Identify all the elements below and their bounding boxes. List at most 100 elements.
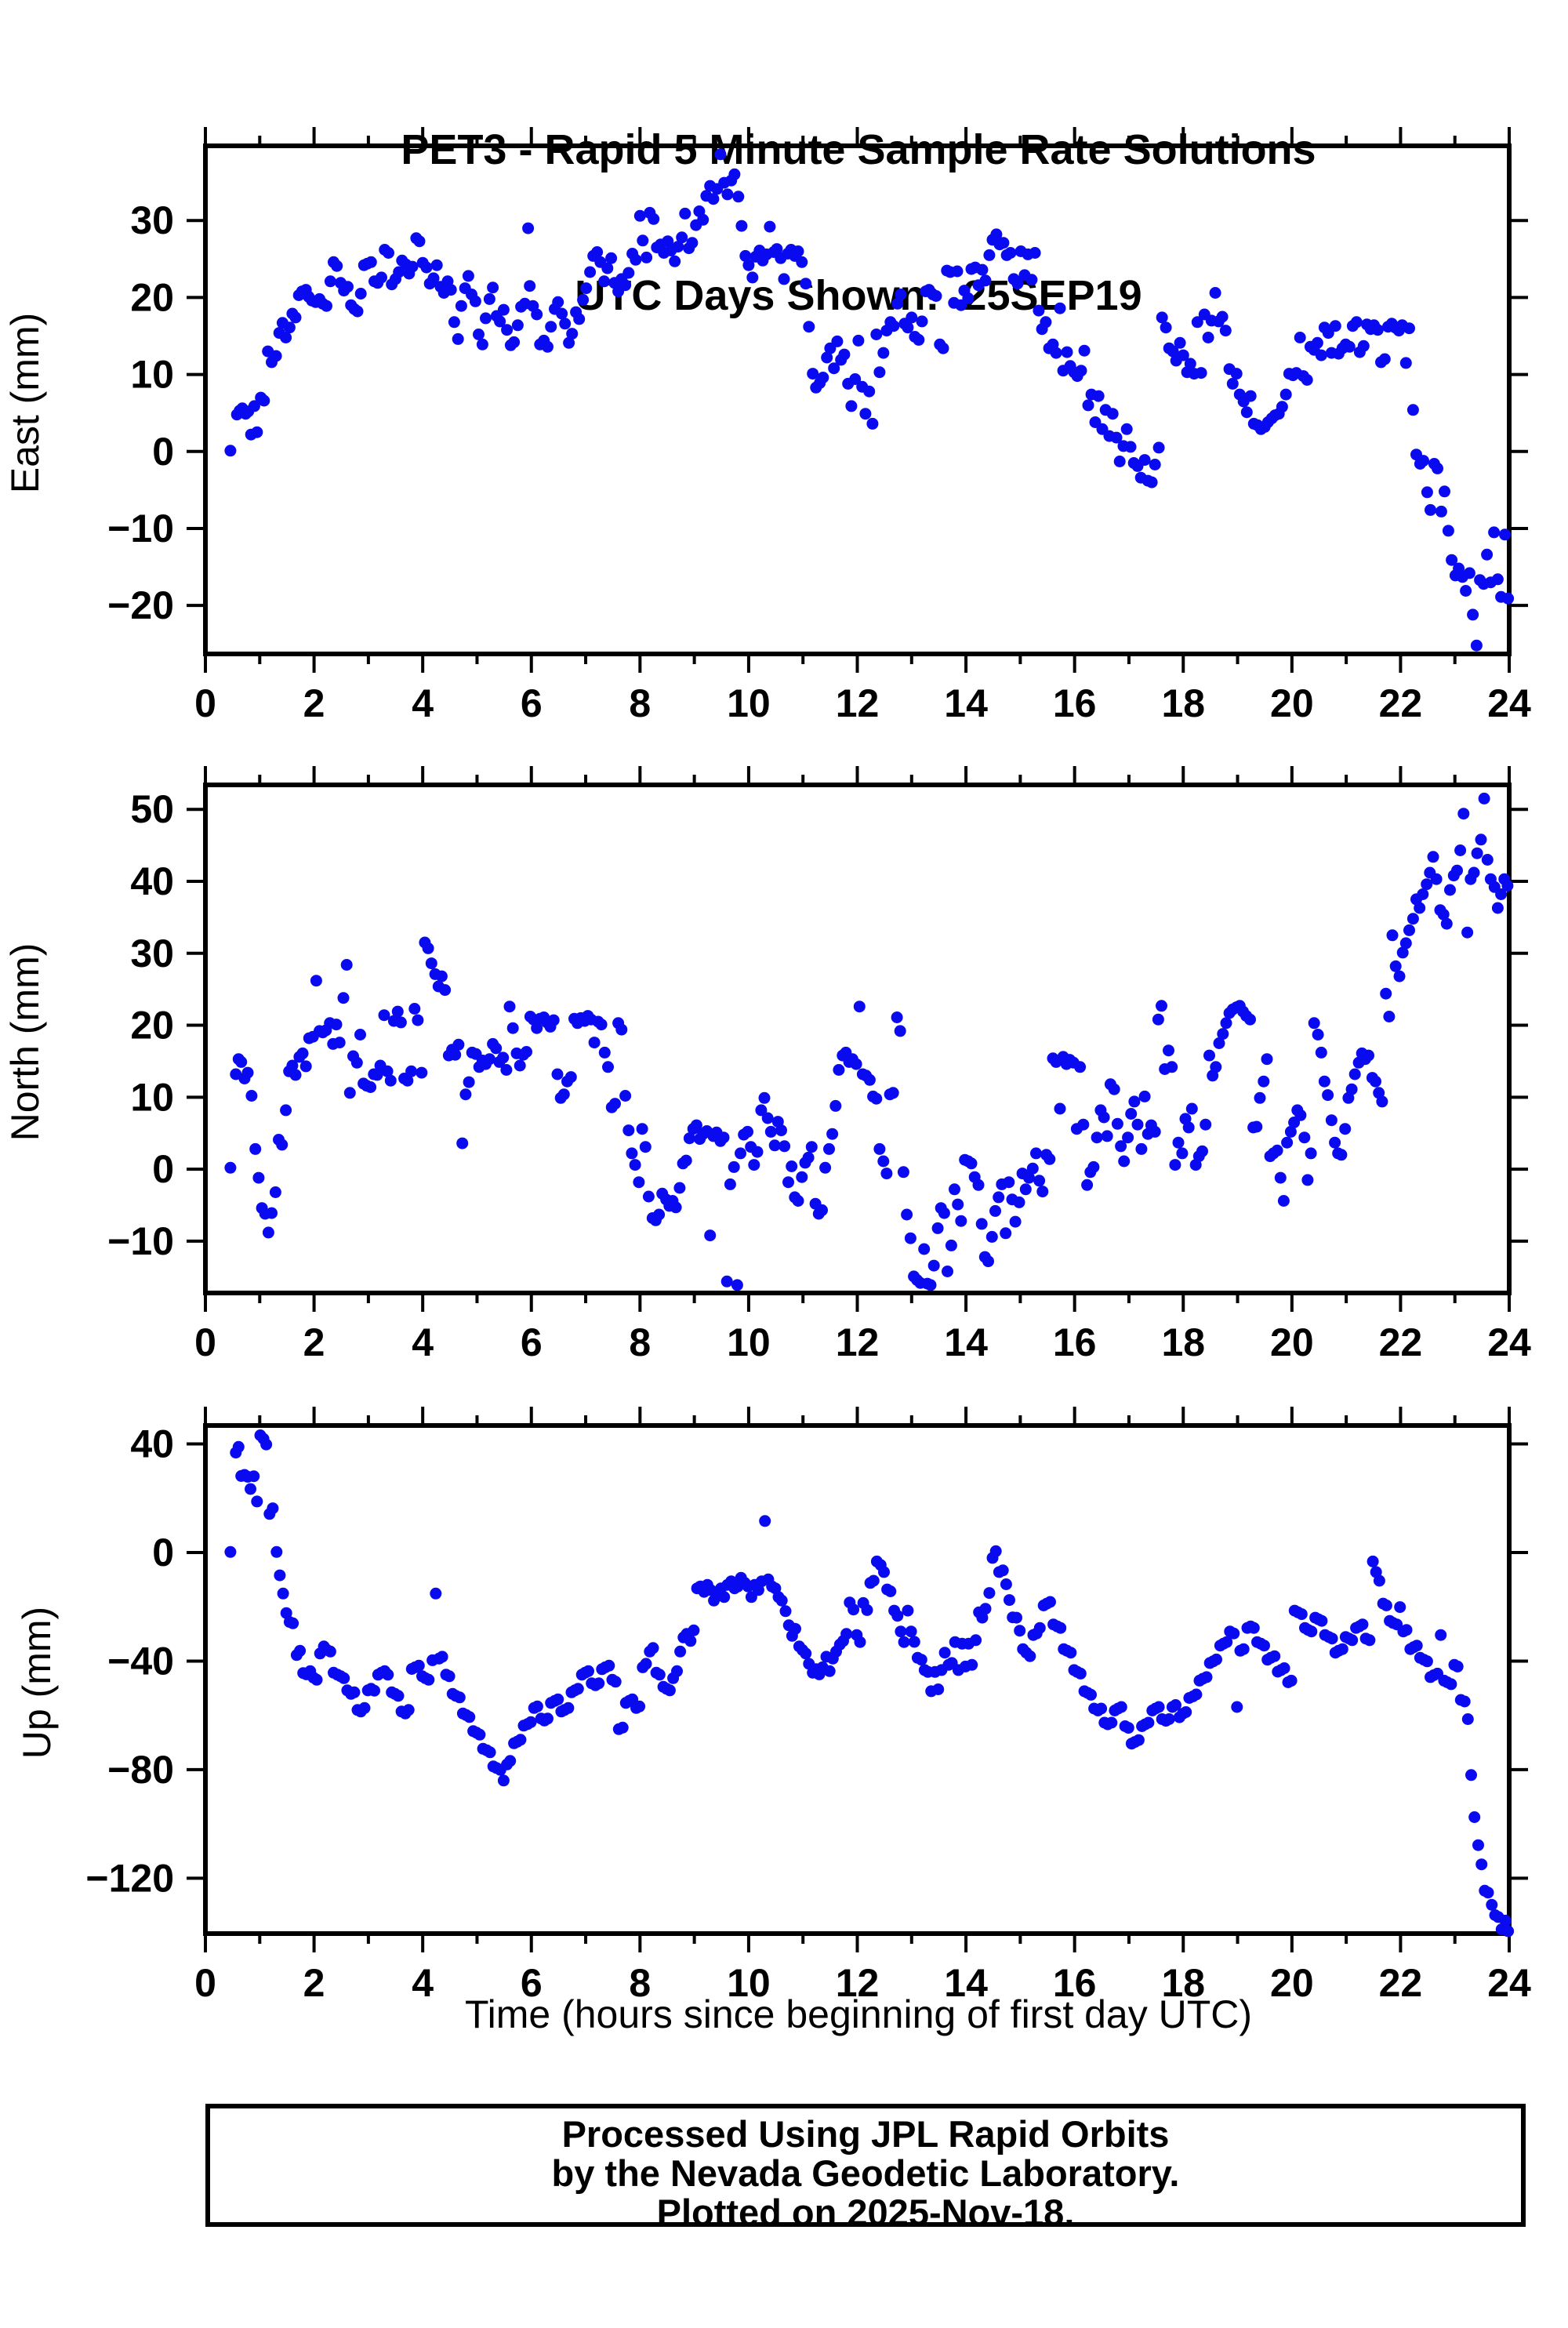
data-point bbox=[1491, 902, 1504, 914]
data-point bbox=[524, 1716, 537, 1728]
data-point bbox=[330, 1019, 343, 1031]
data-point bbox=[707, 193, 720, 205]
data-point bbox=[494, 315, 506, 328]
data-point bbox=[805, 1141, 818, 1153]
data-point bbox=[1367, 1555, 1379, 1567]
data-point bbox=[598, 275, 611, 288]
data-point bbox=[497, 1774, 510, 1787]
data-point bbox=[1135, 1142, 1148, 1155]
data-point bbox=[365, 1081, 377, 1093]
data-point bbox=[511, 319, 524, 332]
data-point bbox=[324, 1645, 336, 1658]
data-point bbox=[639, 1141, 652, 1153]
data-point bbox=[653, 1669, 666, 1681]
data-point bbox=[690, 1119, 702, 1131]
data-point bbox=[1269, 1650, 1281, 1662]
data-point bbox=[1149, 1125, 1161, 1138]
data-point bbox=[1011, 1611, 1022, 1624]
data-point bbox=[952, 1198, 964, 1211]
data-point bbox=[556, 307, 568, 320]
data-point bbox=[1095, 1702, 1108, 1715]
data-point bbox=[1110, 431, 1123, 444]
data-point bbox=[484, 1746, 496, 1759]
data-point bbox=[1278, 1662, 1290, 1674]
data-point bbox=[595, 1019, 608, 1031]
data-point bbox=[1276, 401, 1288, 413]
data-point bbox=[1425, 503, 1436, 516]
data-point bbox=[901, 1208, 913, 1221]
data-point bbox=[514, 1734, 527, 1746]
data-point bbox=[224, 1161, 237, 1174]
data-point bbox=[531, 1700, 543, 1712]
data-point bbox=[670, 1201, 682, 1214]
data-point bbox=[405, 1065, 418, 1077]
y-tick-label: −10 bbox=[107, 507, 174, 550]
data-point bbox=[1400, 1624, 1413, 1636]
data-point bbox=[1454, 844, 1467, 856]
data-point bbox=[1468, 1811, 1481, 1823]
data-point bbox=[1316, 1614, 1328, 1627]
data-point bbox=[1033, 1622, 1046, 1634]
data-point bbox=[445, 284, 457, 296]
data-point bbox=[1318, 1075, 1330, 1088]
data-point bbox=[742, 1125, 753, 1138]
data-point bbox=[1011, 278, 1024, 290]
y-tick-label: 20 bbox=[130, 275, 174, 319]
data-point bbox=[887, 1087, 899, 1099]
data-point bbox=[1054, 1102, 1066, 1115]
data-point bbox=[1339, 1123, 1352, 1135]
data-point bbox=[1421, 1655, 1433, 1668]
data-point bbox=[1311, 336, 1323, 349]
data-point bbox=[775, 1594, 788, 1607]
data-point bbox=[972, 1179, 985, 1191]
data-point bbox=[1445, 1678, 1457, 1691]
data-point bbox=[619, 1090, 632, 1102]
data-point bbox=[1470, 639, 1483, 652]
data-point bbox=[891, 1610, 904, 1622]
x-tick-label: 16 bbox=[1053, 1961, 1097, 2005]
data-point bbox=[619, 279, 632, 292]
x-tick-label: 20 bbox=[1270, 1961, 1314, 2005]
data-point bbox=[1036, 1186, 1049, 1198]
data-point bbox=[829, 1099, 842, 1112]
data-point bbox=[915, 1654, 927, 1666]
data-point bbox=[895, 289, 907, 300]
panel-frame-east bbox=[203, 143, 1512, 656]
data-point bbox=[802, 1151, 815, 1164]
data-point bbox=[942, 1266, 953, 1277]
data-point bbox=[378, 1009, 390, 1022]
x-tick-label: 2 bbox=[303, 681, 325, 725]
data-point bbox=[376, 271, 387, 284]
data-point bbox=[564, 1071, 577, 1084]
data-point bbox=[990, 228, 1003, 241]
data-point bbox=[1115, 1140, 1127, 1153]
data-point bbox=[863, 385, 876, 398]
x-tick-label: 10 bbox=[727, 1961, 771, 2005]
data-point bbox=[248, 400, 260, 412]
data-point bbox=[258, 394, 270, 407]
data-point bbox=[531, 1022, 543, 1034]
data-point bbox=[637, 234, 649, 247]
data-point bbox=[1271, 1144, 1283, 1157]
data-point bbox=[663, 1684, 676, 1697]
data-point bbox=[1371, 324, 1384, 336]
data-point bbox=[1044, 1596, 1056, 1608]
data-point bbox=[792, 245, 804, 257]
data-point bbox=[350, 1056, 363, 1069]
data-point bbox=[1024, 1650, 1036, 1662]
data-point bbox=[831, 335, 844, 347]
data-point bbox=[224, 445, 237, 457]
data-point bbox=[1427, 851, 1439, 863]
data-point bbox=[270, 350, 282, 362]
data-point bbox=[1203, 1049, 1215, 1062]
data-point bbox=[245, 1090, 258, 1102]
data-point bbox=[1216, 311, 1229, 323]
data-point bbox=[1142, 1716, 1155, 1729]
data-point bbox=[849, 373, 862, 385]
data-point bbox=[930, 290, 942, 302]
footer-line1: Processed Using JPL Rapid Orbits bbox=[561, 2113, 1170, 2155]
data-point bbox=[976, 1611, 989, 1624]
data-point bbox=[1169, 1159, 1181, 1171]
data-point bbox=[949, 1183, 960, 1196]
data-point bbox=[807, 368, 819, 380]
